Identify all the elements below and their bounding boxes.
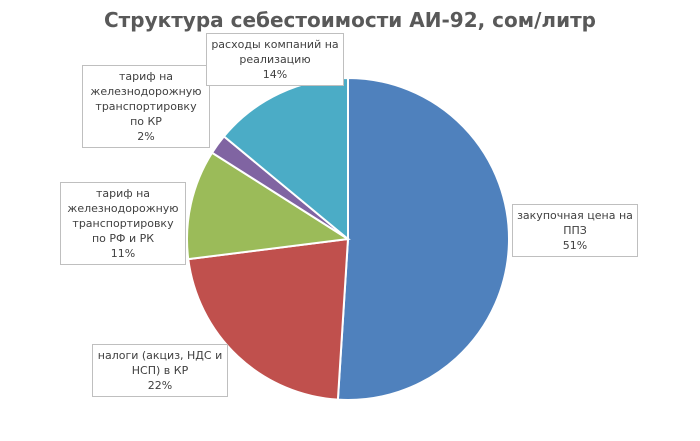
slice-percent: 22%	[147, 379, 173, 392]
slice-label-purchase-price: закупочная цена на ППЗ 51%	[512, 204, 638, 257]
slice-label-rail-rf-rk: тариф на железнодорожную транспортировку…	[60, 182, 186, 265]
slice-label-rail-kr: тариф на железнодорожную транспортировку…	[82, 65, 210, 148]
pie-slice-purchase-price	[336, 76, 511, 401]
slice-label-text: расходы компаний на реализацию	[211, 38, 339, 66]
slice-label-text: тариф на железнодорожную транспортировку…	[90, 70, 202, 128]
slice-label-sales-costs: расходы компаний на реализацию 14%	[206, 33, 344, 86]
slice-percent: 11%	[110, 247, 136, 260]
slice-label-text: налоги (акциз, НДС и НСП) в КР	[97, 349, 223, 377]
pie-slice-rail-rf-rk	[186, 151, 351, 261]
slice-label-taxes: налоги (акциз, НДС и НСП) в КР 22%	[92, 344, 228, 397]
slice-percent: 14%	[262, 68, 288, 81]
slice-percent: 51%	[562, 239, 588, 252]
chart-title: Структура себестоимости АИ-92, сом/литр	[104, 8, 596, 32]
slice-percent: 2%	[137, 130, 155, 143]
pie-slice-taxes	[187, 237, 350, 401]
slice-label-text: тариф на железнодорожную транспортировку…	[67, 187, 179, 245]
slice-label-text: закупочная цена на ППЗ	[517, 209, 633, 237]
